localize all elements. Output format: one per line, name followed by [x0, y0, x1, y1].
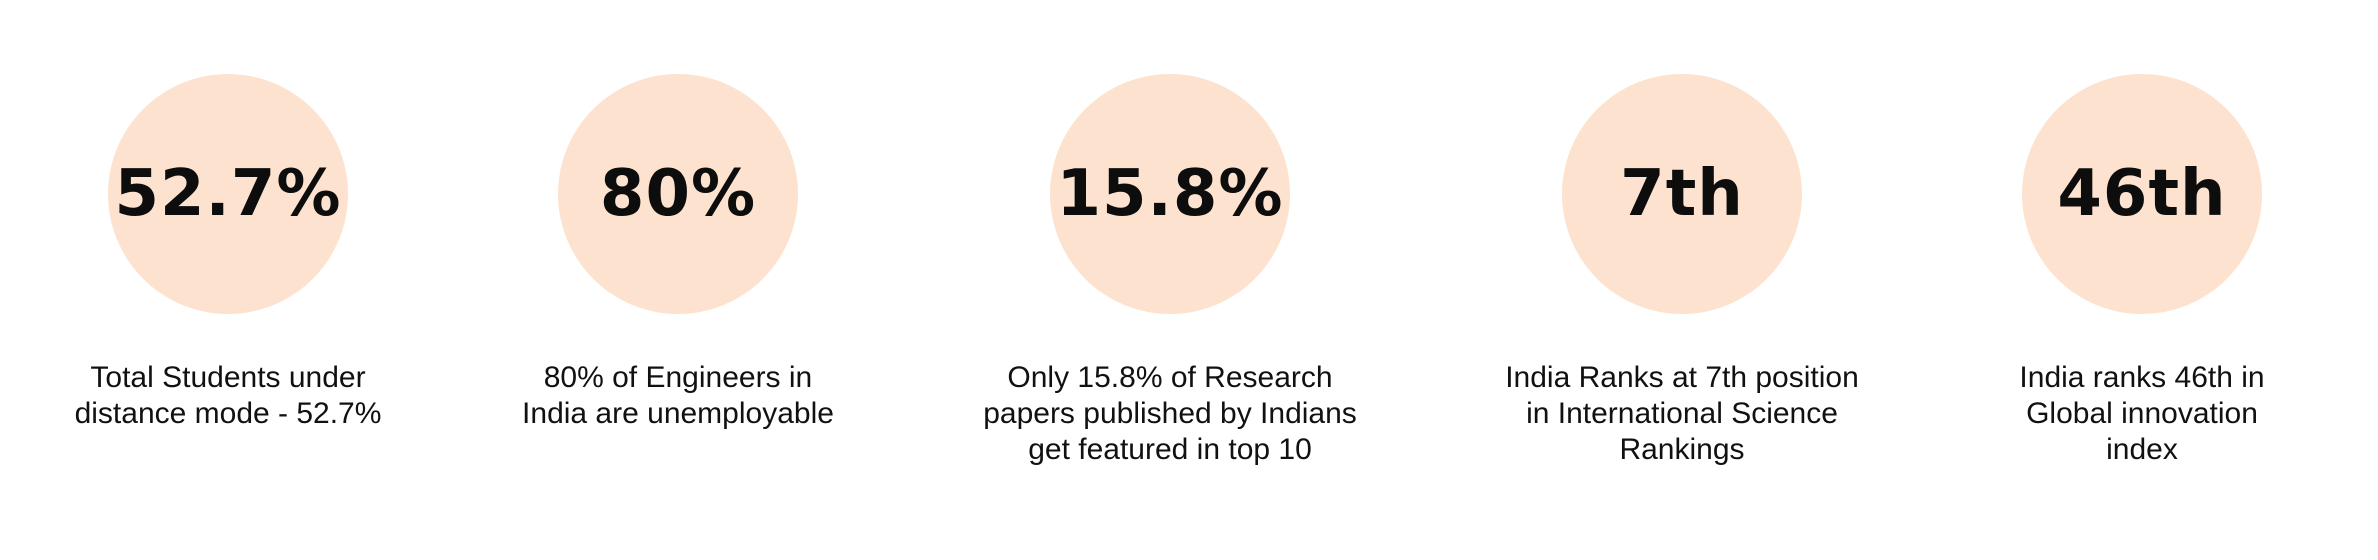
stat-circle: 7th — [1562, 74, 1802, 314]
stat-caption: Only 15.8% of Research papers published … — [950, 360, 1390, 468]
stat-circle: 46th — [2022, 74, 2262, 314]
caption-line: Global innovation — [2026, 397, 2258, 430]
caption-line: get featured in top 10 — [1028, 433, 1312, 466]
stat-circle: 52.7% — [108, 74, 348, 314]
stat-circle: 15.8% — [1050, 74, 1290, 314]
stat-circle: 80% — [558, 74, 798, 314]
caption-line: India are unemployable — [522, 397, 834, 430]
stat-card-engineers: 80% 80% of Engineers in India are unempl… — [458, 0, 898, 560]
stat-card-innovation-index: 46th India ranks 46th in Global innovati… — [1922, 0, 2362, 560]
stat-value: 80% — [599, 157, 757, 231]
stat-value: 15.8% — [1056, 157, 1284, 231]
caption-line: Total Students under — [90, 361, 366, 394]
caption-line: distance mode - 52.7% — [74, 397, 382, 430]
caption-line: India Ranks at 7th position — [1505, 361, 1859, 394]
stat-caption: 80% of Engineers in India are unemployab… — [458, 360, 898, 432]
stat-caption: India ranks 46th in Global innovation in… — [1922, 360, 2362, 468]
stat-value: 52.7% — [114, 157, 342, 231]
caption-line: India ranks 46th in — [2019, 361, 2265, 394]
stat-value: 7th — [1620, 157, 1744, 231]
caption-line: Rankings — [1619, 433, 1745, 466]
caption-line: 80% of Engineers in — [543, 361, 813, 394]
stat-card-science-ranking: 7th India Ranks at 7th position in Inter… — [1462, 0, 1902, 560]
caption-line: Only 15.8% of Research — [1007, 361, 1333, 394]
stat-caption: Total Students under distance mode - 52.… — [8, 360, 448, 432]
stat-value: 46th — [2057, 157, 2227, 231]
stat-caption: India Ranks at 7th position in Internati… — [1462, 360, 1902, 468]
caption-line: papers published by Indians — [983, 397, 1357, 430]
stat-card-research-papers: 15.8% Only 15.8% of Research papers publ… — [950, 0, 1390, 560]
caption-line: index — [2106, 433, 2178, 466]
stat-card-distance-students: 52.7% Total Students under distance mode… — [8, 0, 448, 560]
caption-line: in International Science — [1526, 397, 1838, 430]
